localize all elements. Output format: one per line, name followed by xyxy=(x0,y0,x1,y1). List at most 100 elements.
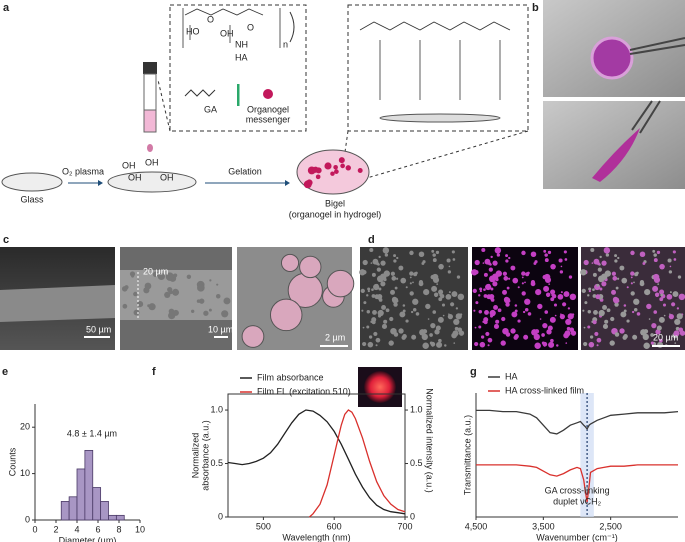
connector xyxy=(359,130,529,181)
droplet xyxy=(673,258,677,261)
droplet xyxy=(591,262,594,264)
droplet xyxy=(543,285,550,292)
gelation-label: Gelation xyxy=(228,166,262,176)
droplet xyxy=(633,298,640,305)
inset-photo xyxy=(364,371,396,403)
speck xyxy=(422,329,428,334)
speck xyxy=(438,289,444,295)
droplet xyxy=(558,258,563,263)
droplet xyxy=(495,319,500,324)
speck xyxy=(393,254,397,258)
droplet xyxy=(550,263,556,270)
substrate xyxy=(379,113,501,123)
speck xyxy=(422,342,429,350)
droplet xyxy=(502,271,507,276)
droplet xyxy=(604,319,609,324)
droplet xyxy=(490,255,493,259)
speck xyxy=(369,247,374,253)
pore xyxy=(196,299,201,303)
droplet xyxy=(677,275,682,279)
droplet xyxy=(648,318,651,320)
bigel-label: Bigel xyxy=(325,198,345,208)
droplet xyxy=(623,334,628,339)
scale-bar xyxy=(652,345,680,347)
y2-axis-title: Normalized intensity (a.u.) xyxy=(425,388,435,493)
inset-box xyxy=(347,4,529,132)
pore xyxy=(203,310,209,316)
speck xyxy=(399,311,406,318)
chem-label: HO xyxy=(186,26,200,36)
x-axis-title: Diameter (µm) xyxy=(59,535,117,542)
droplet xyxy=(667,258,672,263)
pore xyxy=(199,298,205,304)
droplet xyxy=(494,247,502,254)
oh-label: OH xyxy=(160,172,174,182)
droplet xyxy=(650,333,654,337)
droplet xyxy=(592,294,597,298)
speck xyxy=(366,310,371,314)
speck xyxy=(448,265,451,268)
pore xyxy=(121,286,128,292)
droplet xyxy=(631,310,635,314)
pore xyxy=(168,311,176,320)
speck xyxy=(431,249,435,253)
droplet xyxy=(662,303,667,307)
glass xyxy=(1,172,63,192)
droplet xyxy=(560,291,563,294)
speck xyxy=(453,342,456,344)
speck xyxy=(380,273,387,280)
droplet xyxy=(500,340,506,346)
droplet xyxy=(596,337,602,343)
droplet xyxy=(657,283,660,285)
droplet xyxy=(659,338,663,343)
speck xyxy=(423,288,430,296)
droplet xyxy=(299,255,322,279)
droplet xyxy=(614,259,618,263)
droplet xyxy=(498,309,501,312)
speck xyxy=(412,298,419,305)
droplet xyxy=(620,311,627,318)
droplet xyxy=(563,250,567,254)
bigel-note: (organogel in hydrogel) xyxy=(289,209,382,219)
droplet xyxy=(583,259,589,266)
droplet xyxy=(534,329,540,334)
tweezers xyxy=(629,37,685,55)
droplet xyxy=(583,326,586,329)
droplet xyxy=(530,251,537,257)
y-tick-label: 0 xyxy=(218,511,223,521)
panel-b: b xyxy=(532,0,685,189)
scale-bar xyxy=(320,345,348,347)
messenger-label: messenger xyxy=(246,114,291,124)
droplet xyxy=(587,294,590,297)
annotation: 4.8 ± 1.4 µm xyxy=(67,428,117,438)
speck xyxy=(441,303,446,307)
speck xyxy=(451,250,455,254)
pore xyxy=(144,282,152,290)
droplet xyxy=(512,277,519,284)
droplet xyxy=(544,258,549,263)
droplet xyxy=(580,269,587,276)
speck xyxy=(409,282,412,285)
droplet xyxy=(544,273,551,281)
speck xyxy=(388,340,394,346)
pore xyxy=(215,293,221,299)
droplet xyxy=(479,287,483,291)
speck xyxy=(398,328,404,334)
droplet xyxy=(550,297,555,302)
speck xyxy=(436,283,439,285)
droplet xyxy=(657,341,664,348)
panel-label: a xyxy=(3,2,10,14)
droplet xyxy=(478,310,483,314)
arrowhead xyxy=(98,180,103,186)
x-tick-label: 0 xyxy=(32,524,37,534)
legend-label: HA cross-linked film xyxy=(505,385,584,395)
speck xyxy=(380,281,386,287)
droplet xyxy=(505,259,509,263)
droplet xyxy=(651,323,657,329)
droplet xyxy=(542,323,548,329)
droplet xyxy=(588,341,595,348)
droplet xyxy=(565,342,568,344)
droplet xyxy=(653,258,658,263)
speck xyxy=(447,270,452,274)
legend-label: Film absorbance xyxy=(257,372,324,382)
